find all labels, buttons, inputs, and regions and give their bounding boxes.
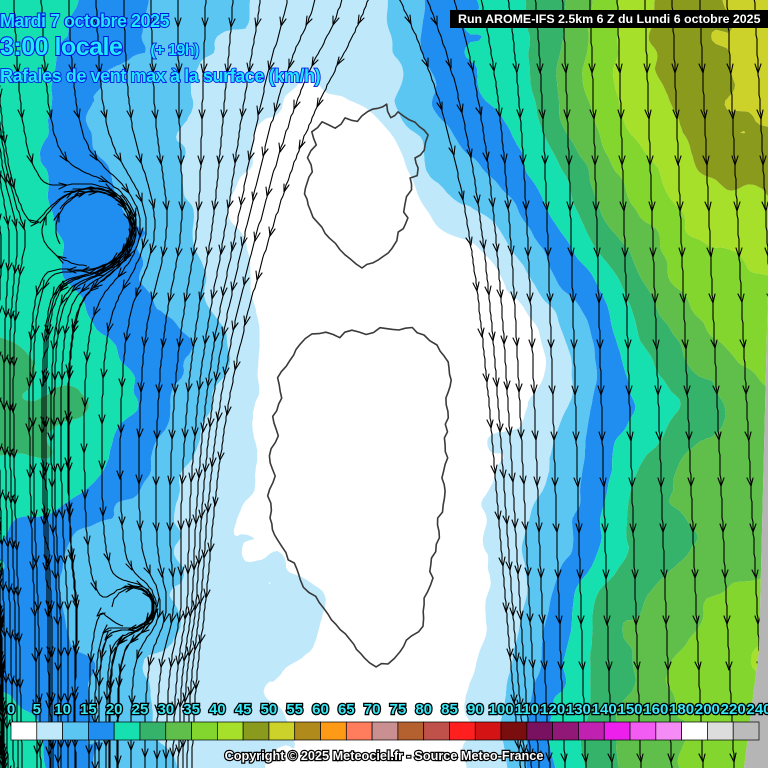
svg-text:55: 55 [286, 701, 303, 718]
svg-text:0: 0 [7, 701, 15, 718]
svg-text:90: 90 [467, 701, 484, 718]
svg-text:200: 200 [695, 701, 720, 718]
svg-text:60: 60 [312, 701, 329, 718]
svg-text:Copyright © 2025 Meteociel.fr: Copyright © 2025 Meteociel.fr - Source M… [225, 749, 544, 763]
svg-text:20: 20 [106, 701, 123, 718]
svg-text:Run AROME-IFS 2.5km 6 Z du Lun: Run AROME-IFS 2.5km 6 Z du Lundi 6 octob… [458, 12, 761, 26]
svg-text:45: 45 [235, 701, 252, 718]
svg-text:120: 120 [540, 701, 565, 718]
svg-text:240: 240 [746, 701, 768, 718]
svg-text:10: 10 [54, 701, 71, 718]
svg-text:140: 140 [592, 701, 617, 718]
svg-text:160: 160 [643, 701, 668, 718]
svg-text:35: 35 [183, 701, 200, 718]
svg-text:85: 85 [441, 701, 458, 718]
svg-text:70: 70 [364, 701, 381, 718]
svg-text:50: 50 [261, 701, 278, 718]
svg-text:110: 110 [515, 701, 539, 718]
svg-text:130: 130 [566, 701, 591, 718]
svg-text:15: 15 [80, 701, 97, 718]
svg-text:100: 100 [489, 701, 514, 718]
svg-text:220: 220 [721, 701, 746, 718]
svg-text:75: 75 [390, 701, 407, 718]
svg-text:65: 65 [338, 701, 355, 718]
svg-text:5: 5 [33, 701, 41, 718]
svg-text:80: 80 [415, 701, 432, 718]
svg-text:25: 25 [132, 701, 149, 718]
svg-text:40: 40 [209, 701, 226, 718]
svg-text:180: 180 [669, 701, 694, 718]
svg-text:30: 30 [157, 701, 174, 718]
svg-text:150: 150 [617, 701, 642, 718]
